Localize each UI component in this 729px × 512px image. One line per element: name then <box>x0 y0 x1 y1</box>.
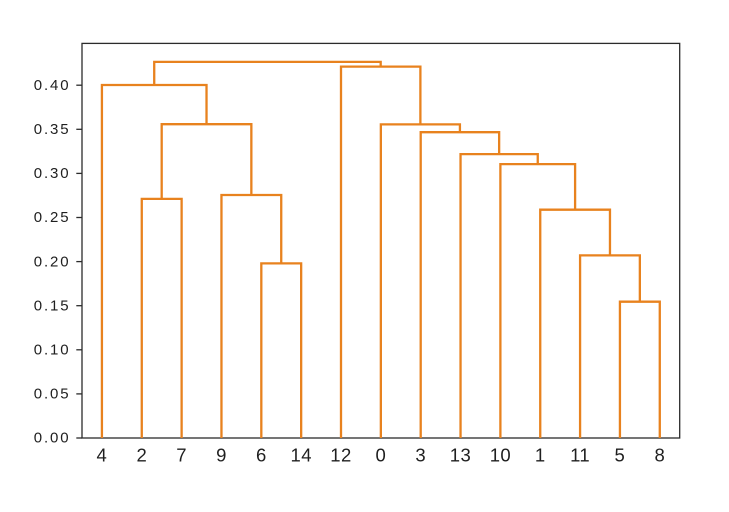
svg-text:1: 1 <box>535 445 546 466</box>
svg-text:0.35: 0.35 <box>34 121 71 138</box>
svg-text:6: 6 <box>256 445 267 466</box>
svg-text:3: 3 <box>415 445 426 466</box>
svg-text:0: 0 <box>376 445 387 466</box>
svg-text:9: 9 <box>216 445 227 466</box>
svg-text:7: 7 <box>176 445 187 466</box>
svg-text:8: 8 <box>654 445 665 466</box>
svg-text:10: 10 <box>490 445 511 466</box>
svg-text:2: 2 <box>136 445 147 466</box>
svg-text:13: 13 <box>450 445 471 466</box>
svg-text:0.00: 0.00 <box>34 430 71 447</box>
svg-text:5: 5 <box>615 445 626 466</box>
svg-text:0.30: 0.30 <box>34 165 71 182</box>
svg-text:0.40: 0.40 <box>34 77 71 94</box>
svg-text:11: 11 <box>570 445 590 466</box>
svg-text:0.15: 0.15 <box>34 297 71 314</box>
svg-text:0.20: 0.20 <box>34 253 71 270</box>
svg-text:4: 4 <box>97 445 108 466</box>
svg-text:12: 12 <box>330 445 351 466</box>
svg-text:14: 14 <box>291 445 312 466</box>
svg-text:0.10: 0.10 <box>34 342 71 359</box>
svg-text:0.05: 0.05 <box>34 386 71 403</box>
svg-text:0.25: 0.25 <box>34 209 71 226</box>
